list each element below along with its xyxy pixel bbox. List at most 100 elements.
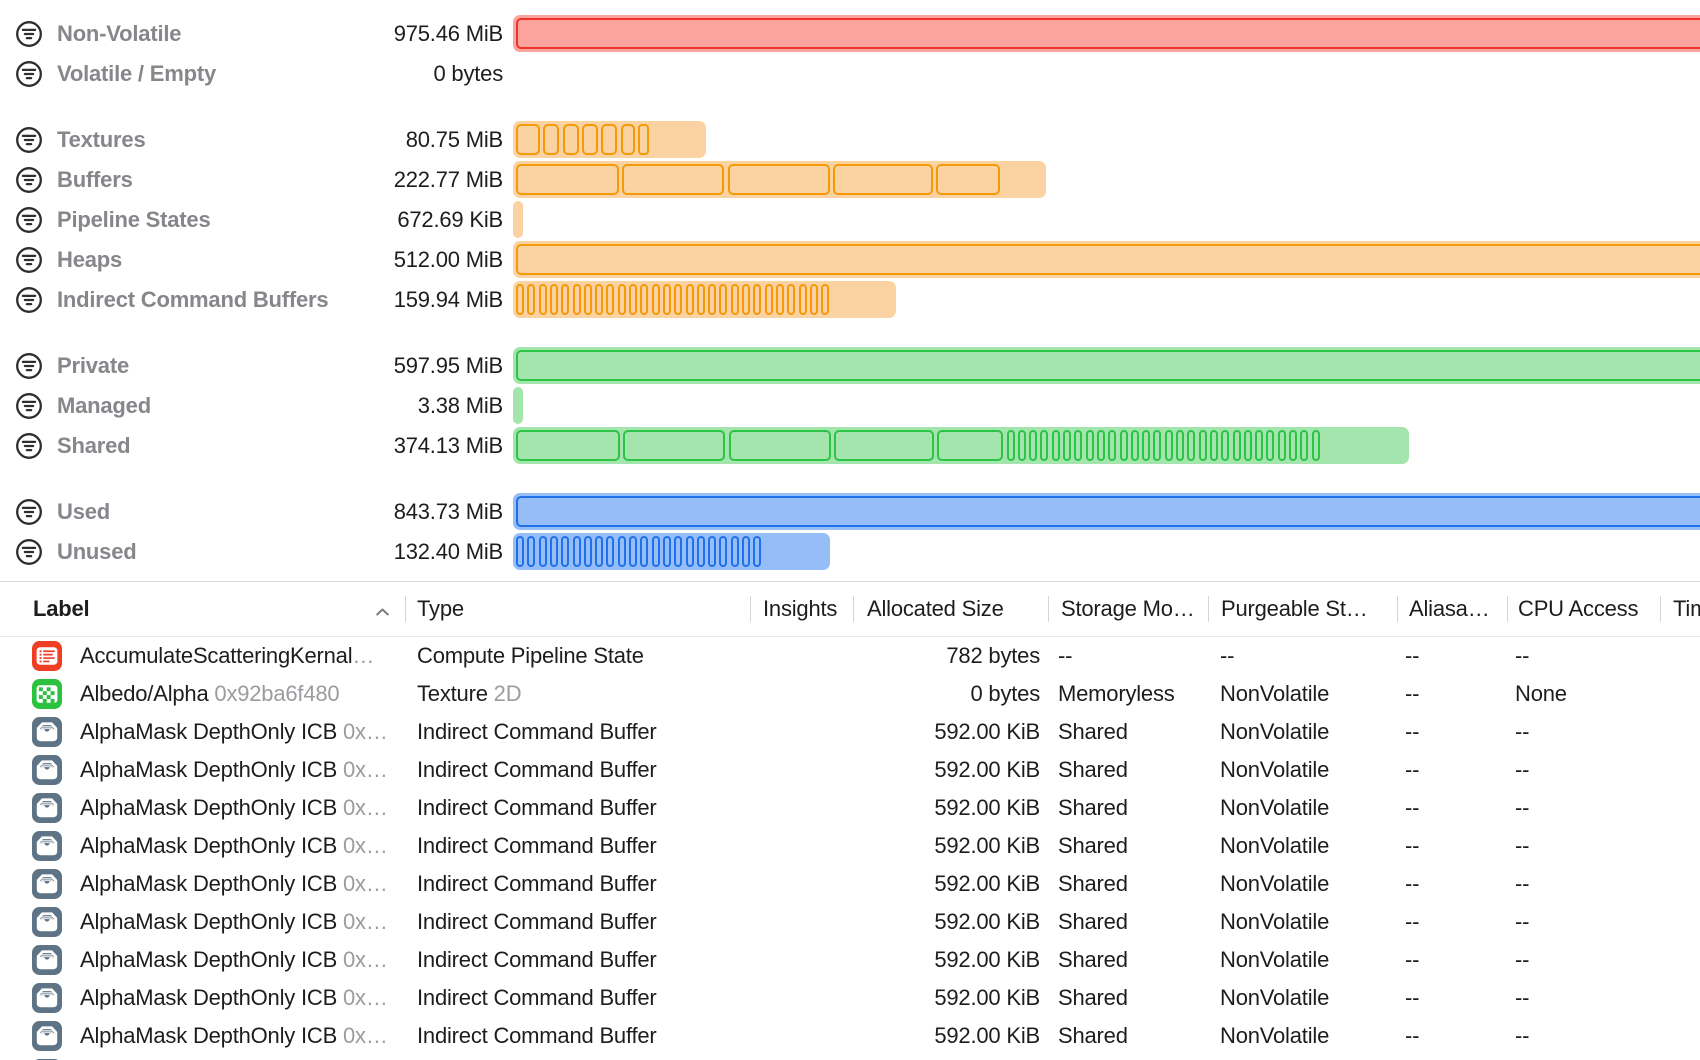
memory-bar-track[interactable] xyxy=(513,121,706,158)
memory-bar-segment[interactable] xyxy=(775,284,784,315)
memory-bar-segment[interactable] xyxy=(753,536,762,567)
resource-row[interactable]: AlphaMask DepthOnly ICB 0x… Indirect Comm… xyxy=(0,827,1700,865)
memory-bar-segment[interactable] xyxy=(764,284,773,315)
memory-bar-segment[interactable] xyxy=(549,284,558,315)
memory-bar-segment[interactable] xyxy=(601,124,618,155)
memory-bar-segment[interactable] xyxy=(1142,430,1151,461)
memory-bar-segment[interactable] xyxy=(516,284,524,315)
column-header-time[interactable]: Tim xyxy=(1673,596,1700,621)
memory-bar-segment[interactable] xyxy=(708,284,717,315)
filter-lines-circle-icon[interactable] xyxy=(16,287,42,313)
column-header-aliasable[interactable]: Aliasa… xyxy=(1409,596,1490,621)
filter-lines-circle-icon[interactable] xyxy=(16,21,42,47)
resource-row[interactable]: AlphaMask DepthOnly ICB 0x… Indirect Comm… xyxy=(0,751,1700,789)
memory-bar-segment[interactable] xyxy=(727,164,830,195)
resource-row[interactable]: AlphaMask DepthOnly ICB 0x… Indirect Comm… xyxy=(0,903,1700,941)
memory-bar-segment[interactable] xyxy=(572,536,581,567)
memory-bar-segment[interactable] xyxy=(516,430,620,461)
memory-bar-segment[interactable] xyxy=(1074,430,1083,461)
memory-bar-segment[interactable] xyxy=(730,284,739,315)
memory-bar-segment[interactable] xyxy=(674,536,683,567)
memory-bar-track[interactable] xyxy=(513,15,1700,52)
memory-bar-segment[interactable] xyxy=(1040,430,1049,461)
memory-bar-segment[interactable] xyxy=(937,430,1004,461)
memory-bar-segment[interactable] xyxy=(1277,430,1286,461)
column-header-cpu-access[interactable]: CPU Access xyxy=(1518,596,1639,621)
memory-bar-segment[interactable] xyxy=(1176,430,1184,461)
memory-bar-segment[interactable] xyxy=(595,536,604,567)
memory-bar-segment[interactable] xyxy=(606,284,615,315)
column-header-allocated-size[interactable]: Allocated Size xyxy=(867,596,1004,621)
memory-bar-segment[interactable] xyxy=(629,284,637,315)
column-separator[interactable] xyxy=(1507,596,1508,622)
memory-bar-segment[interactable] xyxy=(617,536,626,567)
column-separator[interactable] xyxy=(405,596,406,622)
memory-bar-segment[interactable] xyxy=(728,430,831,461)
memory-bar-segment[interactable] xyxy=(832,164,933,195)
memory-bar-segment[interactable] xyxy=(936,164,1001,195)
memory-bar-segment[interactable] xyxy=(549,536,558,567)
memory-bar-segment[interactable] xyxy=(1255,430,1264,461)
filter-lines-circle-icon[interactable] xyxy=(16,61,42,87)
memory-bar-segment[interactable] xyxy=(742,536,750,567)
filter-lines-circle-icon[interactable] xyxy=(16,247,42,273)
memory-bar-segment[interactable] xyxy=(606,536,615,567)
memory-bar-segment[interactable] xyxy=(583,536,592,567)
memory-bar-segment[interactable] xyxy=(1289,430,1297,461)
memory-bar-segment[interactable] xyxy=(798,284,807,315)
memory-bar-segment[interactable] xyxy=(1266,430,1275,461)
memory-bar-segment[interactable] xyxy=(543,124,560,155)
memory-bar-track[interactable] xyxy=(513,201,523,238)
memory-bar-segment[interactable] xyxy=(821,284,830,315)
memory-bar-segment[interactable] xyxy=(1130,430,1139,461)
column-separator[interactable] xyxy=(1397,596,1398,622)
memory-bar-segment[interactable] xyxy=(1243,430,1252,461)
memory-bar-segment[interactable] xyxy=(516,244,1700,275)
memory-bar-segment[interactable] xyxy=(685,284,694,315)
memory-bar-segment[interactable] xyxy=(620,124,635,155)
memory-bar-segment[interactable] xyxy=(708,536,717,567)
memory-bar-segment[interactable] xyxy=(595,284,604,315)
memory-bar-segment[interactable] xyxy=(622,164,725,195)
memory-bar-track[interactable] xyxy=(513,533,830,570)
resource-row[interactable]: AlphaMask DepthOnly ICB 0x… Indirect Comm… xyxy=(0,979,1700,1017)
filter-lines-circle-icon[interactable] xyxy=(16,393,42,419)
memory-bar-segment[interactable] xyxy=(527,536,536,567)
memory-bar-segment[interactable] xyxy=(1311,430,1320,461)
memory-bar-segment[interactable] xyxy=(629,536,637,567)
memory-bar-track[interactable] xyxy=(513,387,523,424)
memory-bar-segment[interactable] xyxy=(651,284,660,315)
memory-bar-segment[interactable] xyxy=(787,284,796,315)
memory-bar-segment[interactable] xyxy=(662,284,671,315)
memory-bar-segment[interactable] xyxy=(1017,430,1026,461)
memory-bar-segment[interactable] xyxy=(637,124,649,155)
memory-bar-segment[interactable] xyxy=(719,284,728,315)
memory-bar-track[interactable] xyxy=(513,347,1700,384)
memory-bar-segment[interactable] xyxy=(1051,430,1060,461)
resource-row[interactable] xyxy=(0,1055,1700,1060)
memory-bar-segment[interactable] xyxy=(719,536,728,567)
memory-bar-segment[interactable] xyxy=(516,536,524,567)
memory-bar-segment[interactable] xyxy=(562,124,579,155)
memory-bar-segment[interactable] xyxy=(617,284,626,315)
memory-bar-segment[interactable] xyxy=(1164,430,1173,461)
resource-row[interactable]: AlphaMask DepthOnly ICB 0x… Indirect Comm… xyxy=(0,713,1700,751)
memory-bar-segment[interactable] xyxy=(516,350,1700,381)
memory-bar-segment[interactable] xyxy=(1232,430,1241,461)
filter-lines-circle-icon[interactable] xyxy=(16,353,42,379)
memory-bar-segment[interactable] xyxy=(742,284,750,315)
memory-bar-segment[interactable] xyxy=(561,536,570,567)
memory-bar-segment[interactable] xyxy=(527,284,536,315)
memory-bar-segment[interactable] xyxy=(538,284,547,315)
memory-bar-segment[interactable] xyxy=(1221,430,1230,461)
memory-bar-segment[interactable] xyxy=(538,536,547,567)
resource-row[interactable]: Albedo/Alpha 0x92ba6f480 Texture 2D 0 byte… xyxy=(0,675,1700,713)
memory-bar-segment[interactable] xyxy=(561,284,570,315)
resource-row[interactable]: AccumulateScatteringKernal… Compute Pipel… xyxy=(0,637,1700,675)
memory-bar-segment[interactable] xyxy=(1029,430,1038,461)
memory-bar-track[interactable] xyxy=(513,427,1409,464)
memory-bar-segment[interactable] xyxy=(516,18,1700,49)
memory-bar-segment[interactable] xyxy=(651,536,660,567)
memory-bar-segment[interactable] xyxy=(1096,430,1105,461)
filter-lines-circle-icon[interactable] xyxy=(16,499,42,525)
